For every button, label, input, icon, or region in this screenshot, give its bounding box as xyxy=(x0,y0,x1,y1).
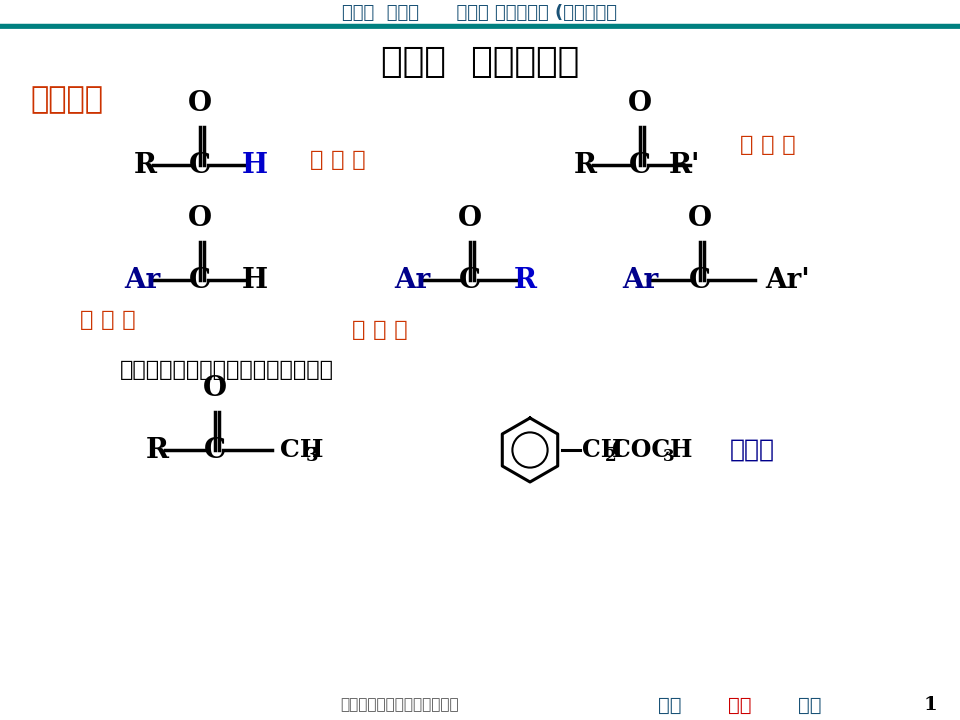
Text: 第一节  分类和命名: 第一节 分类和命名 xyxy=(381,45,579,79)
Text: R: R xyxy=(573,151,596,179)
Text: O: O xyxy=(458,205,482,232)
Text: C: C xyxy=(459,266,481,294)
Text: 2: 2 xyxy=(605,448,616,464)
Text: 脂 肪 酮: 脂 肪 酮 xyxy=(740,135,796,155)
Text: 一、分类: 一、分类 xyxy=(30,86,103,114)
Text: Ar': Ar' xyxy=(765,266,809,294)
Text: C: C xyxy=(189,151,211,179)
Text: 3: 3 xyxy=(306,447,319,465)
Text: R: R xyxy=(146,436,169,464)
Text: CH: CH xyxy=(582,438,623,462)
Text: R': R' xyxy=(668,151,700,179)
Text: 芳香醛酮的羰基直接连在芳香环上。: 芳香醛酮的羰基直接连在芳香环上。 xyxy=(120,360,334,380)
Text: H: H xyxy=(242,151,268,179)
Text: O: O xyxy=(188,90,212,117)
Text: R: R xyxy=(133,151,156,179)
Text: 医学用有机化学第九章醛和酮: 医学用有机化学第九章醛和酮 xyxy=(340,698,459,713)
Text: 下页: 下页 xyxy=(729,696,752,714)
Text: C: C xyxy=(189,266,211,294)
Text: 上页: 上页 xyxy=(659,696,682,714)
Text: Ar: Ar xyxy=(622,266,659,294)
Text: CH: CH xyxy=(280,438,324,462)
Text: 芳 香 醛: 芳 香 醛 xyxy=(80,310,135,330)
Text: 第九章  醛和酮      第一节 分类和命名 (一、分类）: 第九章 醛和酮 第一节 分类和命名 (一、分类） xyxy=(343,4,617,22)
Text: H: H xyxy=(242,266,268,294)
Text: 首页: 首页 xyxy=(799,696,822,714)
Text: COCH: COCH xyxy=(612,438,692,462)
Text: Ar: Ar xyxy=(124,266,160,294)
Text: Ar: Ar xyxy=(394,266,430,294)
Text: 3: 3 xyxy=(663,448,675,464)
Text: C: C xyxy=(204,436,226,464)
Text: 芳 香 酮: 芳 香 酮 xyxy=(352,320,408,340)
Text: O: O xyxy=(628,90,652,117)
Text: 脂 肪 醛: 脂 肪 醛 xyxy=(310,150,366,170)
Text: 1: 1 xyxy=(924,696,937,714)
Text: O: O xyxy=(203,375,228,402)
Text: O: O xyxy=(188,205,212,232)
Text: C: C xyxy=(689,266,711,294)
Text: R: R xyxy=(514,266,537,294)
Text: 甲基酮: 甲基酮 xyxy=(730,438,775,462)
Text: C: C xyxy=(629,151,651,179)
Text: O: O xyxy=(688,205,712,232)
